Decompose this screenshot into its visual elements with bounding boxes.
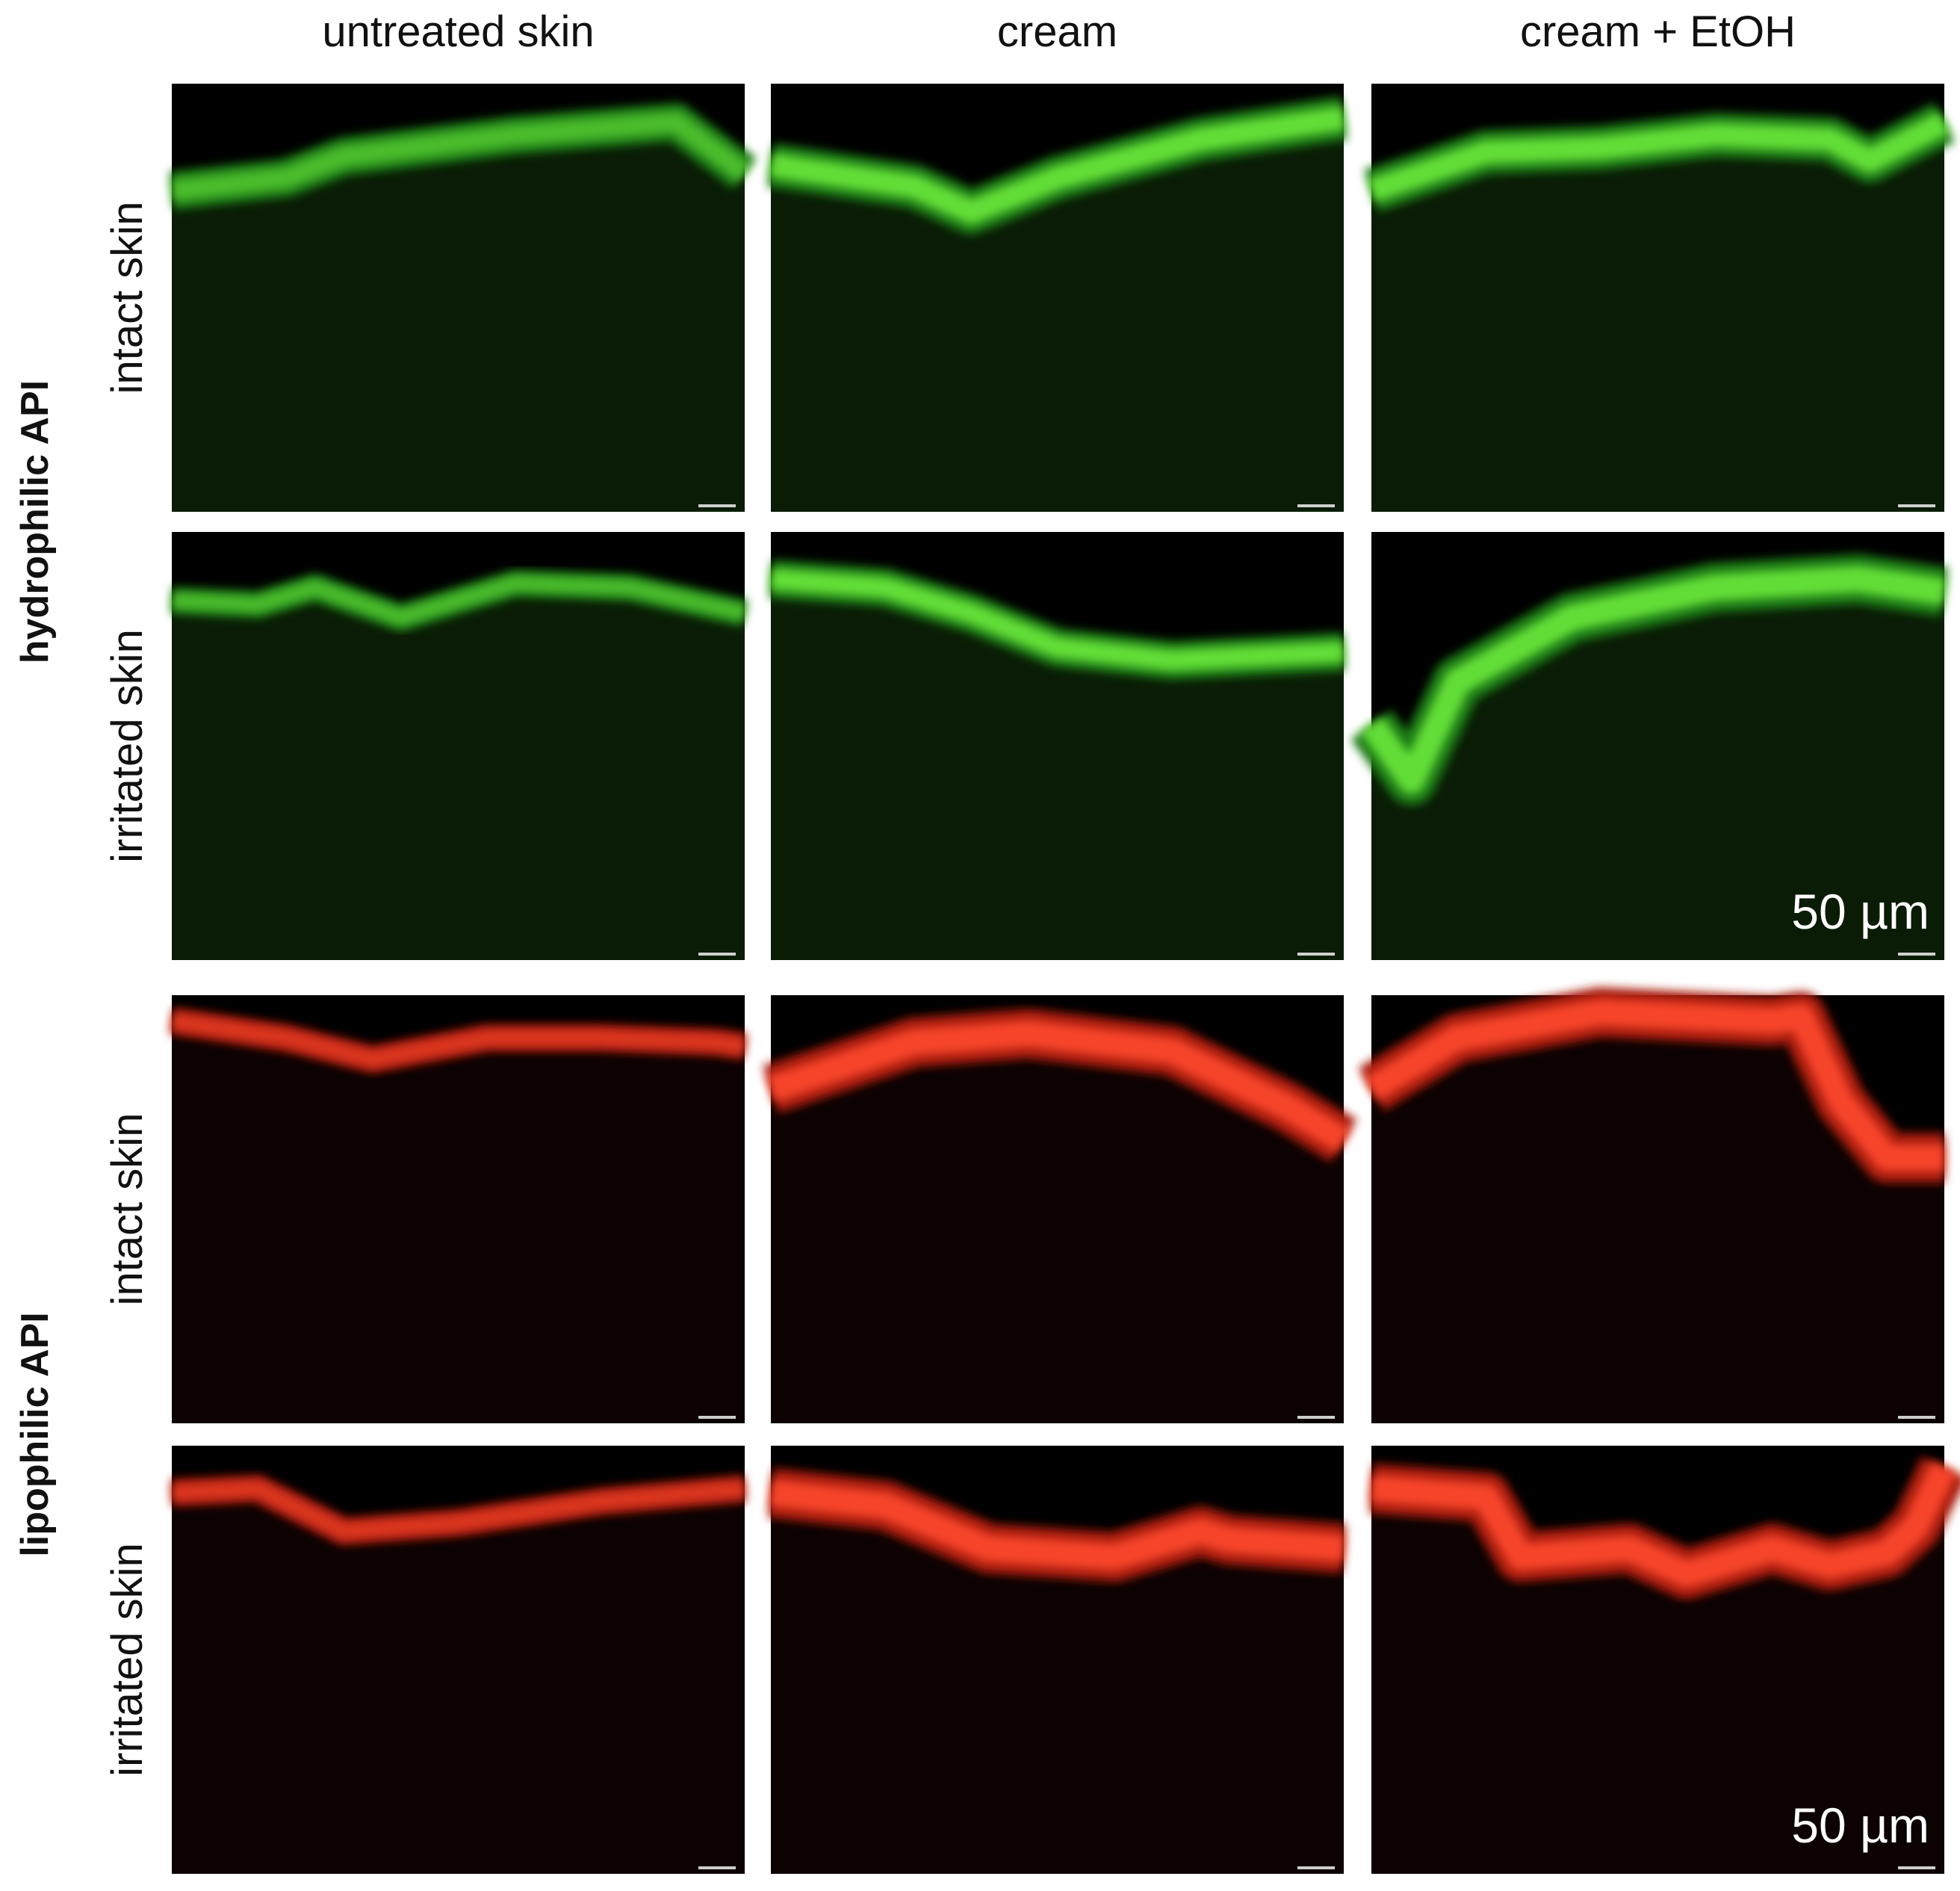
micrograph xyxy=(769,532,1345,960)
row-label: irritated skin xyxy=(103,1543,152,1777)
micrograph xyxy=(170,995,747,1423)
tissue xyxy=(172,583,745,960)
column-header: untreated skin xyxy=(322,7,594,56)
scale-bar xyxy=(1297,1866,1335,1869)
fluorescent-band xyxy=(1367,111,1950,202)
scale-bar xyxy=(1297,504,1335,507)
column-header: cream xyxy=(997,7,1117,56)
scale-bar xyxy=(1297,953,1335,956)
fluorescent-band xyxy=(171,575,747,625)
tissue xyxy=(1371,1012,1944,1423)
micrograph xyxy=(763,995,1357,1423)
micrograph xyxy=(767,84,1348,513)
scale-bar xyxy=(698,504,736,507)
scale-bar xyxy=(1898,504,1935,507)
scale-bar xyxy=(1898,953,1935,956)
group-label: lipophilic API xyxy=(13,1312,57,1556)
scale-bar xyxy=(1297,1416,1335,1419)
scale-label: 50 µm xyxy=(1791,884,1929,939)
fluorescent-band xyxy=(1370,1461,1957,1588)
fluorescent-band xyxy=(769,105,1346,224)
scale-bar xyxy=(698,953,736,956)
tissue xyxy=(172,122,745,512)
fluorescent-band xyxy=(769,569,1345,671)
column-header: cream + EtOH xyxy=(1520,7,1796,56)
row-label: intact skin xyxy=(103,202,152,394)
tissue xyxy=(771,1493,1344,1874)
fluorescent-band xyxy=(766,1020,1351,1153)
fluorescent-band xyxy=(1364,998,1944,1172)
tissue xyxy=(172,1488,745,1874)
tissue xyxy=(172,1021,745,1423)
micrograph xyxy=(170,84,757,512)
micrograph xyxy=(171,532,748,960)
row-label: intact skin xyxy=(103,1113,152,1306)
fluorescent-band xyxy=(1360,565,1947,794)
tissue xyxy=(1371,122,1944,512)
micrograph xyxy=(1350,532,1948,960)
fluorescent-band xyxy=(769,1479,1345,1571)
micrograph xyxy=(171,1446,746,1874)
micrograph xyxy=(1358,987,1944,1423)
micrograph xyxy=(1369,1446,1960,1874)
fluorescent-band xyxy=(171,1481,745,1539)
group-label: hydrophilic API xyxy=(13,380,57,663)
tissue xyxy=(771,1033,1344,1423)
micrograph xyxy=(768,1446,1346,1874)
tissue xyxy=(771,117,1344,513)
fluorescent-band xyxy=(170,111,751,202)
scale-label: 50 µm xyxy=(1791,1798,1929,1853)
scale-bar xyxy=(1898,1866,1935,1869)
scale-bar xyxy=(698,1416,736,1419)
scale-bar xyxy=(1898,1416,1935,1419)
micrograph xyxy=(1364,84,1955,512)
scale-bar xyxy=(698,1866,736,1869)
row-label: irritated skin xyxy=(103,629,152,863)
fluorescent-band xyxy=(170,1013,746,1067)
